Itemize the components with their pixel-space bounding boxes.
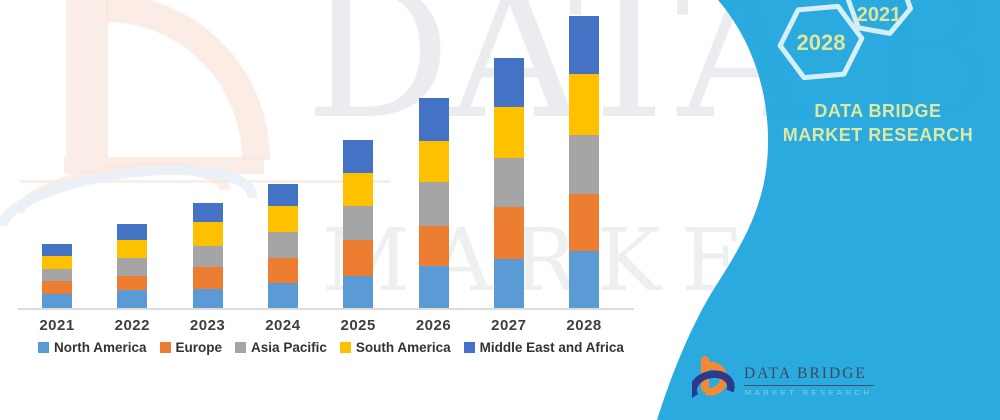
- year-label-2026: 2026: [415, 317, 452, 334]
- legend-label: Europe: [175, 340, 223, 355]
- bar-segment-2025-south-america: [343, 173, 374, 206]
- bar-segment-2022-europe: [117, 276, 148, 290]
- hexagon-2028-label: 2028: [797, 30, 846, 55]
- bar-segment-2024-north-america: [267, 283, 298, 308]
- legend-swatch-europe: [159, 342, 171, 353]
- legend-item-south-america: South America: [339, 340, 451, 355]
- bar-segment-2027-middle-east-and-africa: [493, 58, 524, 107]
- bar-2024: [267, 184, 298, 308]
- watermark-logo-bowl: [105, 0, 270, 161]
- bar-segment-2021-europe: [42, 281, 72, 294]
- bar-segment-2025-north-america: [343, 276, 374, 308]
- bar-segment-2026-south-america: [418, 141, 449, 182]
- bar-segment-2026-middle-east-and-africa: [418, 98, 449, 141]
- bar-2022: [117, 224, 148, 308]
- legend-label: North America: [54, 340, 147, 355]
- watermark-logo-line: [20, 180, 390, 183]
- bar-segment-2024-south-america: [267, 206, 298, 232]
- legend-item-asia-pacific: Asia Pacific: [235, 340, 327, 355]
- year-label-2025: 2025: [340, 317, 376, 334]
- bar-segment-2024-middle-east-and-africa: [267, 184, 298, 206]
- footer-logo-title: DATA BRIDGE: [744, 365, 874, 386]
- bar-segment-2027-north-america: [493, 259, 524, 308]
- bar-segment-2027-asia-pacific: [493, 158, 524, 207]
- bar-segment-2023-south-america: [192, 222, 223, 246]
- stacked-bar-chart: 2021 2022 2023 2024 2025 2026 2027 2028 North A…: [18, 16, 663, 355]
- bar-segment-2023-asia-pacific: [192, 246, 223, 267]
- footer-logo-subtitle: MARKET RESEARCH: [745, 388, 873, 397]
- bar-segment-2027-south-america: [493, 107, 524, 158]
- bar-segment-2022-middle-east-and-africa: [117, 224, 148, 240]
- hexagon-2028: [777, 3, 865, 81]
- bar-segment-2026-europe: [418, 226, 449, 266]
- bar-segment-2021-north-america: [42, 294, 72, 308]
- bar-segment-2028-middle-east-and-africa: [569, 16, 600, 74]
- legend-item-middle-east-and-africa: Middle East and Africa: [463, 340, 624, 355]
- watermark-logo-stem: [66, 0, 108, 158]
- watermark-logo: [0, 0, 390, 228]
- bar-segment-2021-middle-east-and-africa: [42, 244, 72, 256]
- legend-swatch-middle-east-and-africa: [463, 342, 475, 353]
- logo-d-swoosh: [692, 370, 735, 398]
- teal-wave: [657, 0, 1000, 420]
- bar-segment-2023-middle-east-and-africa: [192, 203, 223, 222]
- bar-segment-2025-middle-east-and-africa: [343, 140, 374, 173]
- bar-segment-2022-asia-pacific: [117, 258, 148, 276]
- year-label-2024: 2024: [265, 317, 301, 334]
- bar-segment-2024-europe: [267, 258, 298, 283]
- legend-swatch-asia-pacific: [235, 342, 247, 353]
- bar-segment-2021-south-america: [42, 256, 72, 269]
- brand-caption: DATA BRIDGE MARKET RESEARCH: [782, 101, 974, 146]
- x-axis-line: [18, 308, 634, 310]
- bar-segment-2023-north-america: [192, 289, 223, 308]
- bar-2028: [569, 16, 600, 308]
- hexagon-2021: [844, 0, 914, 36]
- year-label-2022: 2022: [114, 317, 150, 334]
- legend-swatch-north-america: [38, 342, 49, 353]
- bar-segment-2024-asia-pacific: [267, 232, 298, 258]
- bar-segment-2025-asia-pacific: [343, 206, 374, 240]
- bar-segment-2025-europe: [343, 240, 374, 276]
- legend-swatch-south-america: [339, 342, 351, 353]
- bar-segment-2027-europe: [493, 207, 524, 259]
- bar-segment-2023-europe: [192, 267, 223, 289]
- hexagon-badges: 2021 2028: [777, 0, 914, 81]
- legend-label: Asia Pacific: [251, 340, 327, 355]
- bar-2021: [42, 244, 72, 308]
- year-label-2027: 2027: [491, 317, 527, 334]
- watermark-logo-swoosh-blue: [0, 165, 258, 228]
- bar-segment-2028-europe: [569, 194, 600, 251]
- bar-segment-2022-south-america: [117, 240, 148, 258]
- hexagon-2021-label: 2021: [857, 4, 902, 26]
- bar-2025: [343, 140, 374, 308]
- bar-segment-2028-north-america: [569, 251, 600, 308]
- legend-item-north-america: North America: [38, 340, 147, 355]
- bar-segment-2021-asia-pacific: [42, 269, 72, 281]
- bar-segment-2026-north-america: [418, 266, 449, 308]
- year-label-2021: 2021: [39, 317, 75, 334]
- bar-segment-2028-asia-pacific: [569, 135, 600, 194]
- year-label-2023: 2023: [189, 317, 226, 334]
- legend-label: South America: [355, 340, 451, 355]
- bar-segment-2028-south-america: [569, 74, 600, 135]
- bar-2026: [418, 98, 449, 308]
- bar-2023: [192, 203, 223, 308]
- chart-legend: North America Europe Asia Pacific South Ame…: [38, 340, 663, 355]
- legend-item-europe: Europe: [159, 340, 223, 355]
- year-label-2028: 2028: [566, 317, 602, 334]
- data-bridge-logo-icon: [692, 356, 735, 398]
- bar-2027: [493, 58, 524, 308]
- bar-segment-2022-north-america: [117, 290, 148, 308]
- footer-logo: DATA BRIDGE MARKET RESEARCH: [692, 352, 892, 414]
- legend-label: Middle East and Africa: [479, 340, 624, 355]
- bar-segment-2026-asia-pacific: [418, 182, 449, 226]
